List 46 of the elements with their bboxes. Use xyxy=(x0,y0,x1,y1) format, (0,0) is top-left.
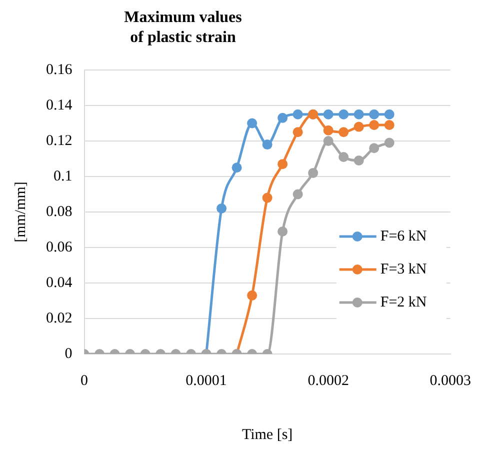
point xyxy=(369,120,380,130)
point xyxy=(292,189,303,200)
point xyxy=(384,120,394,130)
legend-label: F=2 kN xyxy=(380,294,427,310)
point xyxy=(216,203,227,214)
y-axis-title: [mm/mm] xyxy=(12,182,29,242)
point xyxy=(247,118,258,128)
point xyxy=(323,109,334,120)
y-tick-label: 0.14 xyxy=(46,97,73,114)
point xyxy=(278,159,288,170)
point xyxy=(323,136,334,146)
y-tick-label: 0.12 xyxy=(46,132,72,149)
point xyxy=(278,226,288,237)
point xyxy=(384,138,394,148)
chart-title: Maximum values of plastic strain xyxy=(123,8,243,48)
y-tick-label: 0.02 xyxy=(46,310,72,326)
point xyxy=(354,156,364,166)
point xyxy=(354,122,364,132)
y-tick-label: 0.16 xyxy=(46,62,73,78)
point xyxy=(262,192,272,203)
point xyxy=(323,125,334,136)
y-tick-label: 0.06 xyxy=(46,239,73,256)
y-tick-label: 0.08 xyxy=(46,204,72,220)
point xyxy=(308,168,318,178)
point xyxy=(338,152,349,162)
x-tick-label: 0.0003 xyxy=(430,372,471,389)
legend-label: F=6 kN xyxy=(380,228,427,244)
point xyxy=(354,109,364,120)
x-tick-label: 0 xyxy=(80,372,88,389)
point xyxy=(384,109,394,120)
x-axis-title: Time [s] xyxy=(242,426,293,443)
point xyxy=(292,127,303,138)
point xyxy=(369,109,380,120)
point xyxy=(232,162,242,173)
y-tick-label: 0 xyxy=(64,346,72,362)
y-tick-label: 0.04 xyxy=(46,274,73,291)
x-tick-label: 0.0001 xyxy=(186,372,227,389)
point xyxy=(262,140,272,150)
point xyxy=(292,109,303,120)
point xyxy=(338,109,349,120)
point xyxy=(369,143,380,154)
x-tick-label: 0.0002 xyxy=(308,372,349,389)
y-tick-label: 0.1 xyxy=(54,168,72,184)
legend-label: F=3 kN xyxy=(380,261,427,278)
point xyxy=(278,112,288,123)
point xyxy=(338,127,349,138)
